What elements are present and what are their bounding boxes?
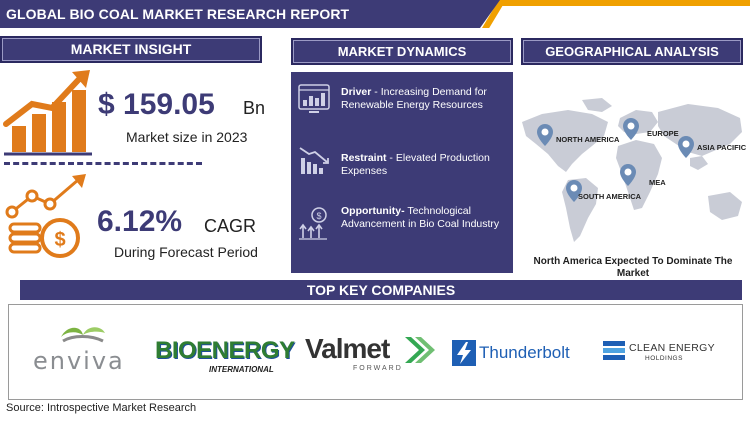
market-dynamics-heading: MARKET DYNAMICS bbox=[291, 38, 513, 65]
logo-clean-energy: CLEAN ENERGY bbox=[629, 342, 715, 354]
logo-valmet-sub: FORWARD bbox=[353, 365, 403, 372]
geographical-analysis-heading-text: GEOGRAPHICAL ANALYSIS bbox=[545, 44, 719, 59]
logo-bioenergy-sub: INTERNATIONAL bbox=[209, 365, 274, 374]
valmet-arrow-icon bbox=[405, 337, 435, 363]
restraint-separator: - bbox=[386, 152, 396, 164]
driver-item: Driver - Increasing Demand for Renewable… bbox=[341, 86, 509, 112]
header-bar bbox=[0, 0, 500, 28]
logo-clean-energy-sub: HOLDINGS bbox=[645, 355, 683, 362]
logo-thunderbolt: Thunderbolt bbox=[479, 343, 570, 362]
declining-bars-icon bbox=[299, 147, 329, 174]
map-caption: North America Expected To Dominate The M… bbox=[533, 256, 733, 279]
thunderbolt-bolt-icon bbox=[452, 340, 476, 366]
cagr-label: During Forecast Period bbox=[114, 244, 258, 260]
market-size-value: $ 159.05 bbox=[98, 88, 215, 121]
header-accent-strip bbox=[498, 0, 750, 6]
geographical-analysis-heading: GEOGRAPHICAL ANALYSIS bbox=[521, 38, 743, 65]
driver-label: Driver bbox=[341, 86, 372, 98]
opportunity-label: Opportunity- bbox=[341, 205, 405, 217]
market-insight-heading: MARKET INSIGHT bbox=[0, 36, 262, 63]
growth-coin-icon: $ bbox=[299, 207, 327, 240]
monitor-chart-icon bbox=[298, 84, 330, 113]
company-logos-panel: enviva BIOENERGY INTERNATIONAL Valmet FO… bbox=[8, 304, 743, 400]
region-label-mea: MEA bbox=[649, 178, 666, 187]
restraint-label: Restraint bbox=[341, 152, 387, 164]
driver-separator: - bbox=[371, 86, 381, 98]
cagr-value: 6.12% bbox=[97, 205, 183, 238]
region-label-europe: EUROPE bbox=[647, 129, 679, 138]
region-label-asia-pacific: ASIA PACIFIC bbox=[697, 143, 747, 152]
opportunity-text: Technological Advancement in Bio Coal In… bbox=[341, 205, 500, 230]
svg-text:$: $ bbox=[316, 211, 321, 221]
logo-valmet: Valmet bbox=[305, 333, 390, 364]
coin-growth-icon: $ bbox=[5, 174, 86, 258]
page-title: GLOBAL BIO COAL MARKET RESEARCH REPORT bbox=[6, 6, 350, 22]
market-dynamics-panel: Driver - Increasing Demand for Renewable… bbox=[291, 72, 513, 273]
restraint-text: Elevated Production Expenses bbox=[341, 152, 490, 177]
logo-enviva: enviva bbox=[33, 347, 125, 375]
growth-bar-chart-icon bbox=[3, 70, 92, 156]
restraint-item: Restraint - Elevated Production Expenses bbox=[341, 152, 509, 178]
logo-bioenergy: BIOENERGY bbox=[155, 337, 295, 364]
opportunity-item: Opportunity- Technological Advancement i… bbox=[341, 205, 509, 231]
pin-south-america-icon bbox=[566, 180, 582, 202]
market-dynamics-heading-text: MARKET DYNAMICS bbox=[337, 44, 467, 59]
clean-energy-flag-icon bbox=[603, 341, 625, 360]
driver-text: Increasing Demand for Renewable Energy R… bbox=[341, 86, 487, 111]
pin-north-america-icon bbox=[537, 124, 553, 146]
pin-mea-icon bbox=[620, 164, 636, 186]
market-insight-heading-text: MARKET INSIGHT bbox=[70, 41, 192, 57]
section-divider bbox=[4, 162, 202, 165]
companies-heading: TOP KEY COMPANIES bbox=[20, 280, 742, 300]
source-note: Source: Introspective Market Research bbox=[6, 402, 197, 414]
market-size-label: Market size in 2023 bbox=[126, 129, 248, 145]
svg-text:$: $ bbox=[54, 229, 65, 251]
cagr-unit: CAGR bbox=[204, 216, 257, 236]
enviva-leaf-icon bbox=[61, 327, 105, 343]
pin-asia-pacific-icon bbox=[678, 136, 694, 158]
region-label-south-america: SOUTH AMERICA bbox=[578, 192, 642, 201]
market-size-unit: Bn bbox=[243, 98, 266, 118]
pin-europe-icon bbox=[623, 118, 639, 140]
region-label-north-america: NORTH AMERICA bbox=[556, 135, 620, 144]
